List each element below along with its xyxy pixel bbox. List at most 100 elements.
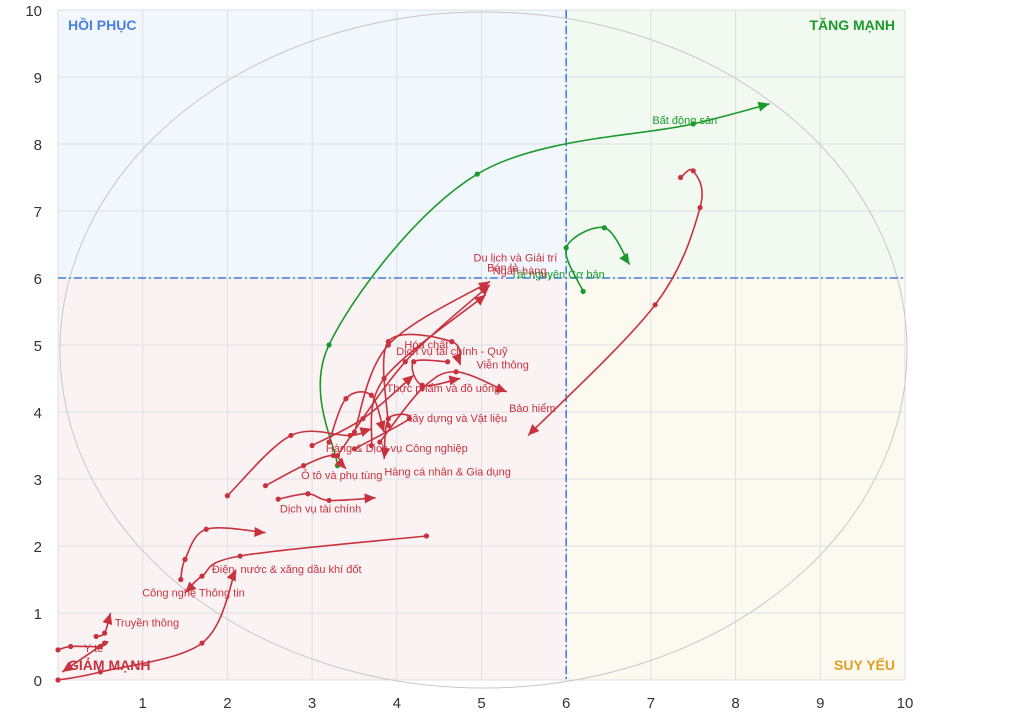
series-trail-2	[527, 168, 703, 437]
trail-point	[275, 496, 281, 502]
series-trail-6	[382, 333, 462, 428]
x-tick-label: 10	[897, 695, 914, 712]
series-label: Điện, nước & xăng dầu khí đốt	[212, 564, 362, 576]
trail-point	[55, 647, 61, 653]
trail-point	[690, 121, 696, 127]
trail-arrowhead	[528, 424, 540, 436]
trail-arrowhead	[494, 383, 507, 393]
trail-point	[360, 416, 366, 422]
trail-line	[184, 535, 427, 594]
trail-point	[474, 171, 480, 177]
series-label: Hóa chất	[404, 339, 448, 351]
y-tick-label: 2	[34, 539, 42, 556]
trail-point	[406, 416, 413, 422]
series-label: Tài nguyên Cơ bản	[511, 269, 605, 281]
trail-point	[697, 205, 703, 211]
trail-point	[368, 392, 374, 398]
trail-point	[677, 174, 684, 181]
trail-point	[224, 493, 230, 499]
trail-arrowhead	[226, 569, 236, 582]
trail-arrowhead	[102, 613, 113, 625]
trail-line	[180, 527, 266, 580]
quadrant-labels: HỒI PHỤC TĂNG MẠNH GIẢM MẠNH SUY YẾU	[68, 16, 895, 673]
trail-point	[178, 576, 184, 583]
trail-line	[411, 359, 461, 387]
y-tick-label: 3	[34, 472, 42, 489]
quadrant-label-bottom-right: SUY YẾU	[834, 657, 895, 673]
y-tick-label: 8	[34, 137, 42, 154]
trail-line	[382, 333, 462, 426]
series-trail-13	[351, 413, 413, 459]
series-label: Ngân hàng	[493, 266, 547, 278]
series-label: Du lịch và Giải trí	[474, 252, 558, 264]
series-trail-12	[262, 452, 347, 489]
trail-arrowhead	[334, 457, 346, 469]
y-tick-label: 5	[34, 338, 42, 355]
trail-point	[601, 225, 607, 231]
series-trail-4	[368, 294, 487, 449]
trail-line	[278, 492, 376, 502]
x-tick-label: 6	[562, 695, 570, 712]
trail-point	[182, 556, 188, 563]
trail-point	[68, 643, 74, 650]
trail-point	[288, 432, 294, 439]
y-tick-label: 6	[34, 271, 42, 288]
series-label: Thực phẩm và đồ uống	[387, 383, 501, 395]
reference-ellipse	[59, 11, 908, 689]
trail-point	[445, 359, 451, 365]
trail-point	[402, 359, 408, 365]
trail-line	[565, 226, 631, 292]
series-label: Công nghệ Thông tin	[142, 587, 245, 599]
trail-arrowhead	[402, 375, 414, 387]
trail-point	[326, 439, 332, 445]
trail-point	[385, 416, 391, 422]
trail-line	[354, 413, 412, 459]
x-tick-label: 1	[139, 695, 147, 712]
trail-point	[326, 497, 332, 504]
trail-point	[377, 439, 383, 445]
series-trail-11	[224, 427, 372, 499]
series-trail-15	[184, 533, 430, 594]
ellipse	[59, 11, 908, 689]
reference-lines	[58, 10, 905, 680]
trail-arrowhead	[254, 526, 266, 537]
series-label: Viễn thông	[476, 358, 528, 371]
y-tick-label: 10	[25, 3, 42, 20]
trail-line	[328, 391, 385, 443]
trail-point	[93, 633, 99, 640]
trail-arrowhead	[359, 427, 372, 437]
series-label: Ô tô và phụ tùng	[301, 469, 382, 482]
trail-arrowhead	[364, 493, 376, 504]
trail-point	[411, 359, 417, 365]
series-trail-7	[377, 369, 508, 445]
trail-point	[101, 630, 108, 636]
trail-point	[199, 640, 205, 646]
y-tick-label: 4	[34, 405, 42, 422]
y-tick-label: 7	[34, 204, 42, 221]
trail-arrowhead	[477, 281, 490, 292]
quadrant-label-top-right: TĂNG MẠNH	[809, 17, 895, 33]
trail-arrowhead	[478, 284, 490, 296]
trail-point	[690, 168, 696, 174]
trail-point	[419, 382, 425, 388]
y-tick-label: 1	[34, 606, 42, 623]
quadrant-label-top-left: HỒI PHỤC	[68, 16, 136, 33]
trail-arrowhead	[448, 375, 461, 386]
series-trails	[55, 101, 770, 683]
series-labels: Bất động sản Tài nguyên Cơ bản Bảo hiểm Du …	[84, 115, 717, 655]
trail-point	[453, 369, 459, 375]
series-trail-1	[563, 225, 631, 294]
trail-point	[305, 491, 311, 497]
trail-point	[423, 533, 430, 539]
series-label: Bán lẻ	[487, 262, 518, 274]
trail-point	[199, 573, 205, 579]
trail-point	[449, 339, 455, 345]
series-trail-19	[55, 569, 237, 683]
series-trail-18	[55, 640, 109, 673]
axis-ticks: 1 2 3 4 5 6 7 8 9 10 0 1 2 3 4 5 6 7 8 9 10	[25, 3, 913, 712]
trail-point	[343, 396, 349, 402]
gridlines	[57, 9, 906, 681]
x-tick-label: 5	[477, 695, 485, 712]
series-trail-17	[93, 612, 113, 640]
